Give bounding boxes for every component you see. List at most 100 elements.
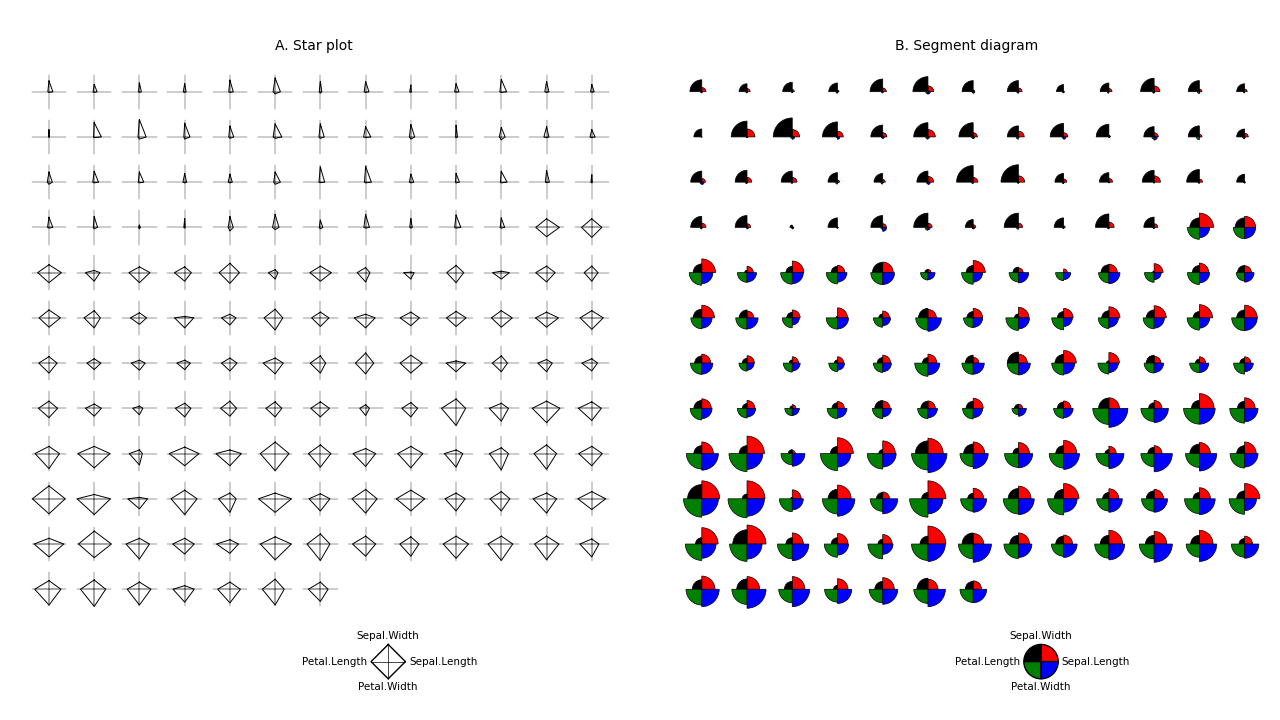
- Wedge shape: [792, 318, 800, 325]
- Wedge shape: [824, 544, 837, 557]
- Wedge shape: [1144, 217, 1155, 228]
- Wedge shape: [873, 262, 883, 273]
- Wedge shape: [826, 318, 837, 329]
- Wedge shape: [1244, 273, 1254, 282]
- Wedge shape: [870, 273, 883, 284]
- Wedge shape: [828, 218, 837, 228]
- Wedge shape: [685, 544, 701, 560]
- Wedge shape: [1231, 318, 1244, 330]
- Wedge shape: [1188, 228, 1199, 239]
- Wedge shape: [973, 534, 984, 544]
- Wedge shape: [1019, 307, 1029, 318]
- Wedge shape: [739, 310, 748, 318]
- Wedge shape: [691, 216, 701, 228]
- Wedge shape: [777, 544, 792, 559]
- Wedge shape: [831, 266, 837, 273]
- Wedge shape: [1140, 78, 1155, 91]
- Wedge shape: [924, 269, 928, 273]
- Wedge shape: [1019, 273, 1029, 283]
- Wedge shape: [1012, 448, 1019, 454]
- Wedge shape: [879, 314, 883, 318]
- Wedge shape: [1007, 352, 1019, 363]
- Wedge shape: [973, 544, 992, 562]
- Wedge shape: [874, 174, 883, 182]
- Text: Petal.Width: Petal.Width: [1011, 683, 1071, 693]
- Wedge shape: [1148, 447, 1155, 454]
- Wedge shape: [883, 224, 887, 228]
- Wedge shape: [748, 544, 762, 559]
- Wedge shape: [1108, 454, 1124, 469]
- Wedge shape: [1199, 228, 1210, 238]
- Wedge shape: [1153, 228, 1155, 229]
- Wedge shape: [881, 182, 883, 184]
- Wedge shape: [1056, 84, 1064, 91]
- Wedge shape: [973, 225, 975, 228]
- Wedge shape: [787, 312, 792, 318]
- Wedge shape: [1140, 454, 1155, 467]
- Text: Sepal.Width: Sepal.Width: [357, 631, 420, 641]
- Wedge shape: [832, 402, 837, 408]
- Wedge shape: [836, 91, 837, 94]
- Wedge shape: [701, 576, 716, 589]
- Wedge shape: [972, 137, 973, 138]
- Wedge shape: [1051, 544, 1064, 557]
- Wedge shape: [919, 308, 928, 318]
- Wedge shape: [1041, 662, 1059, 679]
- Wedge shape: [1199, 394, 1215, 408]
- Wedge shape: [1064, 441, 1076, 454]
- Wedge shape: [1019, 533, 1029, 544]
- Wedge shape: [748, 356, 754, 363]
- Wedge shape: [916, 578, 928, 589]
- Wedge shape: [1005, 213, 1019, 228]
- Wedge shape: [701, 305, 714, 318]
- Wedge shape: [1199, 544, 1217, 562]
- Wedge shape: [1155, 446, 1162, 454]
- Wedge shape: [1019, 131, 1024, 137]
- Wedge shape: [1098, 318, 1108, 328]
- Wedge shape: [694, 446, 701, 454]
- Wedge shape: [748, 577, 760, 589]
- Wedge shape: [792, 177, 797, 182]
- Wedge shape: [791, 182, 792, 184]
- Wedge shape: [785, 408, 792, 415]
- Wedge shape: [1139, 544, 1155, 559]
- Wedge shape: [960, 499, 973, 511]
- Wedge shape: [748, 400, 755, 408]
- Wedge shape: [1015, 405, 1019, 408]
- Wedge shape: [748, 481, 765, 499]
- Wedge shape: [773, 118, 792, 137]
- Wedge shape: [792, 273, 804, 284]
- Wedge shape: [837, 273, 847, 282]
- Wedge shape: [1108, 307, 1120, 318]
- Wedge shape: [1102, 311, 1108, 318]
- Wedge shape: [1057, 312, 1064, 318]
- Wedge shape: [837, 318, 849, 329]
- Wedge shape: [701, 589, 719, 607]
- Wedge shape: [1244, 536, 1253, 544]
- Wedge shape: [1244, 544, 1258, 558]
- Wedge shape: [1155, 544, 1172, 562]
- Wedge shape: [1142, 499, 1155, 511]
- Wedge shape: [1238, 266, 1244, 273]
- Wedge shape: [1146, 355, 1155, 363]
- Wedge shape: [737, 408, 748, 418]
- Wedge shape: [701, 273, 713, 284]
- Wedge shape: [1244, 363, 1253, 372]
- Wedge shape: [972, 182, 973, 184]
- Wedge shape: [786, 266, 792, 273]
- Wedge shape: [737, 273, 748, 282]
- Wedge shape: [965, 355, 973, 363]
- Wedge shape: [1236, 129, 1244, 137]
- Wedge shape: [1230, 408, 1244, 423]
- Wedge shape: [1062, 91, 1064, 93]
- Wedge shape: [1155, 531, 1167, 544]
- Wedge shape: [1062, 228, 1064, 229]
- Wedge shape: [1019, 176, 1025, 182]
- Wedge shape: [916, 171, 928, 182]
- Wedge shape: [883, 228, 887, 231]
- Wedge shape: [1108, 531, 1123, 544]
- Wedge shape: [1107, 91, 1108, 94]
- Wedge shape: [1234, 363, 1244, 374]
- Wedge shape: [1152, 91, 1155, 94]
- Wedge shape: [700, 182, 701, 184]
